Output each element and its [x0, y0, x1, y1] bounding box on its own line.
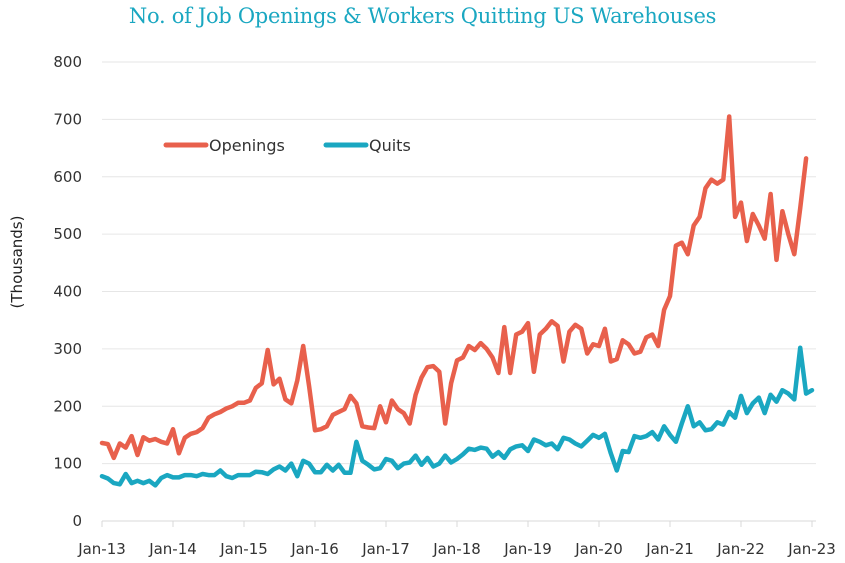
y-tick-label: 200: [53, 397, 82, 415]
y-tick-label: 500: [53, 225, 82, 243]
x-tick-label: Jan-14: [148, 540, 197, 558]
y-tick-label: 400: [53, 283, 82, 301]
x-tick-label: Jan-15: [219, 540, 268, 558]
y-tick-label: 300: [53, 340, 82, 358]
y-axis-title: (Thousands): [8, 216, 26, 309]
y-tick-label: 700: [53, 110, 82, 128]
y-tick-label: 600: [53, 168, 82, 186]
x-tick-label: Jan-17: [361, 540, 410, 558]
x-tick-label: Jan-18: [432, 540, 481, 558]
y-axis-ticks: 0 100 200 300 400 500 600 700 800: [53, 53, 82, 530]
x-tick-label: Jan-19: [503, 540, 552, 558]
y-tick-label: 0: [72, 512, 82, 530]
series-lines: [99, 114, 815, 488]
x-tick-label: Jan-21: [645, 540, 694, 558]
x-tick-label: Jan-22: [716, 540, 765, 558]
x-tick-label: Jan-20: [574, 540, 623, 558]
legend: Openings Quits: [163, 136, 411, 155]
legend-label-openings: Openings: [209, 136, 285, 155]
series-line-openings: [99, 114, 809, 461]
gridlines: [102, 61, 816, 465]
chart-title: No. of Job Openings & Workers Quitting U…: [128, 4, 717, 28]
series-line-quits: [99, 345, 815, 488]
x-tick-label: Jan-13: [77, 540, 126, 558]
legend-label-quits: Quits: [369, 136, 411, 155]
y-tick-label: 800: [53, 53, 82, 71]
x-tick-label: Jan-23: [787, 540, 836, 558]
x-axis-ticks: Jan-13 Jan-14 Jan-15 Jan-16 Jan-17 Jan-18 Jan-…: [77, 540, 836, 558]
x-axis: [101, 520, 816, 527]
y-tick-label: 100: [53, 455, 82, 473]
x-tick-label: Jan-16: [290, 540, 339, 558]
